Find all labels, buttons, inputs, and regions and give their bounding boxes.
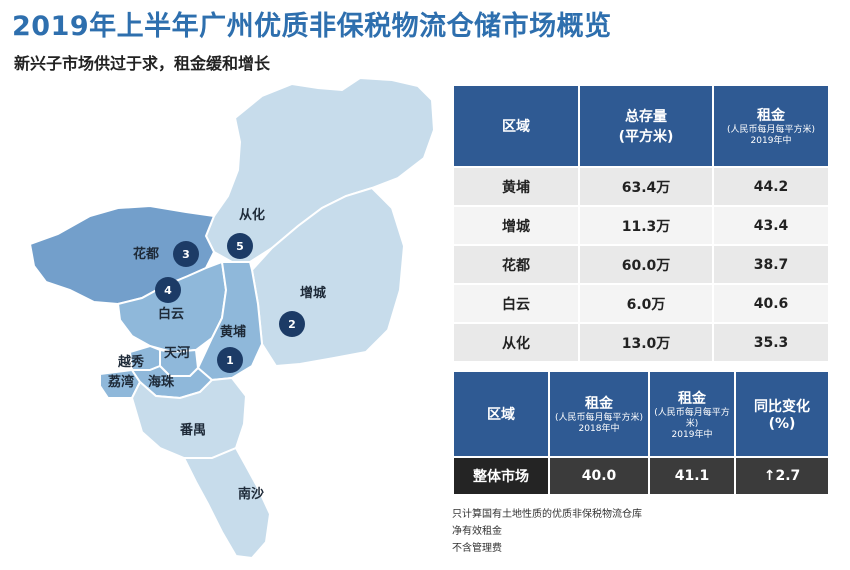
badge-baiyun: 4 [155,277,181,303]
header-rent-2018: 租金 (人民币每月每平方米) 2018年中 [548,370,650,458]
cell-rent: 44.2 [712,166,830,207]
cell-region: 从化 [452,322,580,363]
label-panyu: 番禺 [179,422,206,438]
district-panyu [130,376,248,459]
badge-zengcheng: 2 [279,311,305,337]
cell-rent-2018: 40.0 [548,456,650,496]
cell-region: 增城 [452,205,580,246]
footnote: 不含管理费 [452,543,502,554]
header-rent-2019-period: 2019年中 [671,429,713,440]
header-rent-2019: 租金 (人民币每月每平方米) 2019年中 [648,370,736,458]
cell-stock: 6.0万 [578,283,714,324]
label-haizhu: 海珠 [148,374,175,390]
header-region: 区域 [452,84,580,168]
cell-stock: 13.0万 [578,322,714,363]
label-zengcheng: 增城 [300,285,326,301]
cell-region: 黄埔 [452,166,580,207]
header-rent: 租金 (人民币每月每平方米) 2019年中 [712,84,830,168]
footnote: 净有效租金 [452,526,502,537]
cell-rent: 40.6 [712,283,830,324]
cell-change: ↑2.7 [734,456,830,496]
table-row: 白云 6.0万 40.6 [452,283,830,324]
header-rent-2018-label: 租金 [585,396,613,412]
header-change-label: 同比变化 [754,399,810,415]
svg-text:5: 5 [236,240,244,253]
table-row: 整体市场 40.0 41.1 ↑2.7 [452,456,830,496]
header-stock-label: 总存量 [625,109,667,125]
label-tianhe: 天河 [164,345,190,361]
page-title: 2019年上半年广州优质非保税物流仓储市场概览 [12,11,612,42]
district-nansha [182,446,272,560]
cell-rent: 35.3 [712,322,830,363]
cell-region: 花都 [452,244,580,285]
header-rent-period: 2019年中 [750,136,792,146]
table-row: 黄埔 63.4万 44.2 [452,166,830,207]
cell-stock: 63.4万 [578,166,714,207]
label-conghua: 从化 [239,207,265,223]
svg-text:3: 3 [182,248,190,261]
label-huangpu: 黄埔 [220,324,246,340]
header-rent-2018-unit: (人民币每月每平方米) [554,413,644,423]
header-rent-2019-label: 租金 [678,390,706,407]
table-row: 花都 60.0万 38.7 [452,244,830,285]
header-rent-label: 租金 [757,108,785,124]
cell-stock: 60.0万 [578,244,714,285]
cell-rent-2019: 41.1 [648,456,736,496]
svg-text:2: 2 [288,318,296,331]
district-stock-rent-table: 区域 总存量 (平方米) 租金 (人民币每月每平方米) 2019年中 黄埔 63… [452,84,830,363]
cell-rent: 43.4 [712,205,830,246]
label-baiyun: 白云 [158,306,184,322]
cell-stock: 11.3万 [578,205,714,246]
header-change: 同比变化 (%) [734,370,830,458]
cell-region: 整体市场 [452,456,550,496]
header-rent-unit: (人民币每月每平方米) [726,125,816,135]
cell-region: 白云 [452,283,580,324]
district-huangpu [196,261,264,382]
table-row: 增城 11.3万 43.4 [452,205,830,246]
page-subtitle: 新兴子市场供过于求，租金缓和增长 [14,54,271,73]
header-region: 区域 [452,370,550,458]
header-rent-2019-unit: (人民币每月每平方米) [654,407,730,429]
label-liwan: 荔湾 [107,374,134,390]
svg-text:1: 1 [226,354,234,367]
overall-market-table: 区域 租金 (人民币每月每平方米) 2018年中 租金 (人民币每月每平方米) … [452,370,830,496]
guangzhou-district-map: 从化 花都 白云 增城 黄埔 天河 越秀 荔湾 海珠 番禺 南沙 1 2 3 4… [28,76,436,560]
footnote: 只计算国有土地性质的优质非保税物流仓库 [452,509,642,520]
badge-huadu: 3 [173,241,199,267]
header-stock: 总存量 (平方米) [578,84,714,168]
label-huadu: 花都 [133,246,159,262]
header-stock-unit: (平方米) [618,129,674,145]
table-row: 从化 13.0万 35.3 [452,322,830,363]
header-rent-2018-period: 2018年中 [578,424,620,434]
label-nansha: 南沙 [238,486,264,502]
header-change-unit: (%) [768,416,796,432]
cell-rent: 38.7 [712,244,830,285]
badge-conghua: 5 [227,233,253,259]
badge-huangpu: 1 [217,347,243,373]
footnotes: 只计算国有土地性质的优质非保税物流仓库 净有效租金 不含管理费 [452,506,642,557]
label-yuexiu: 越秀 [117,354,145,370]
svg-text:4: 4 [164,284,172,297]
